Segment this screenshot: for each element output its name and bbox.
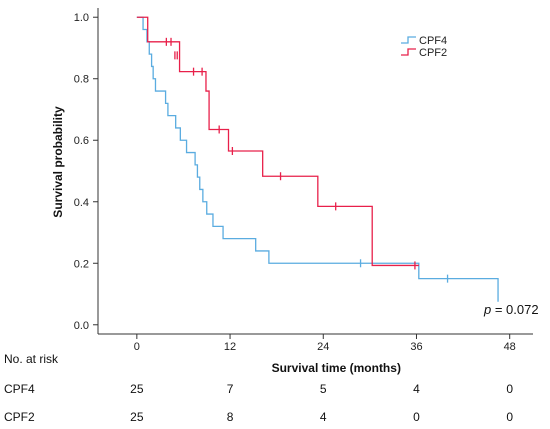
risk-cell: 0 — [506, 410, 513, 424]
legend-swatch — [401, 48, 416, 56]
survival-line-cpf2 — [136, 16, 419, 267]
legend-swatch — [401, 36, 416, 44]
risk-cell: 7 — [227, 382, 234, 396]
risk-cell: 0 — [506, 382, 513, 396]
risk-cell: 5 — [320, 382, 327, 396]
x-axis-label: Survival time (months) — [272, 361, 401, 375]
risk-table-title: No. at risk — [4, 352, 59, 366]
risk-cell: 4 — [320, 410, 327, 424]
risk-table: No. at risk CPF4 25 7 5 4 0 CPF2 25 8 4 0 0 — [4, 352, 513, 424]
x-tick-label: 48 — [504, 341, 516, 353]
risk-cell: 8 — [227, 410, 234, 424]
p-symbol: p — [483, 302, 491, 317]
x-tick-label: 0 — [134, 341, 140, 353]
annotations: p = 0.072 — [483, 302, 539, 317]
y-tick-label: 0.8 — [74, 74, 89, 86]
y-tick-label: 0.4 — [74, 197, 89, 209]
legend-item-cpf2: CPF2 — [401, 47, 447, 59]
y-tick-label: 0.2 — [74, 258, 89, 270]
legend-item-cpf4: CPF4 — [401, 35, 447, 47]
x-tick-label: 12 — [224, 341, 236, 353]
p-value-text: = 0.072 — [491, 302, 538, 317]
legend-label: CPF2 — [419, 47, 447, 59]
x-tick-label: 36 — [410, 341, 422, 353]
survival-curves — [136, 16, 499, 302]
x-tick-label: 24 — [317, 341, 329, 353]
y-tick-label: 1.0 — [74, 12, 89, 24]
legend-label: CPF4 — [419, 35, 447, 47]
risk-row-label: CPF4 — [4, 382, 35, 396]
risk-row-label: CPF2 — [4, 410, 35, 424]
y-tick-label: 0.6 — [74, 135, 89, 147]
p-value-annotation: p = 0.072 — [483, 302, 539, 317]
risk-cell: 0 — [413, 410, 420, 424]
survival-line-cpf4 — [136, 16, 499, 302]
y-axis-label: Survival probability — [51, 106, 65, 218]
risk-cell: 25 — [130, 410, 144, 424]
risk-cell: 4 — [413, 382, 420, 396]
risk-cell: 25 — [130, 382, 144, 396]
axes: 0.0 0.2 0.4 0.6 0.8 1.0 0 12 24 36 48 Survival time… — [51, 8, 533, 375]
y-tick-label: 0.0 — [74, 320, 89, 332]
